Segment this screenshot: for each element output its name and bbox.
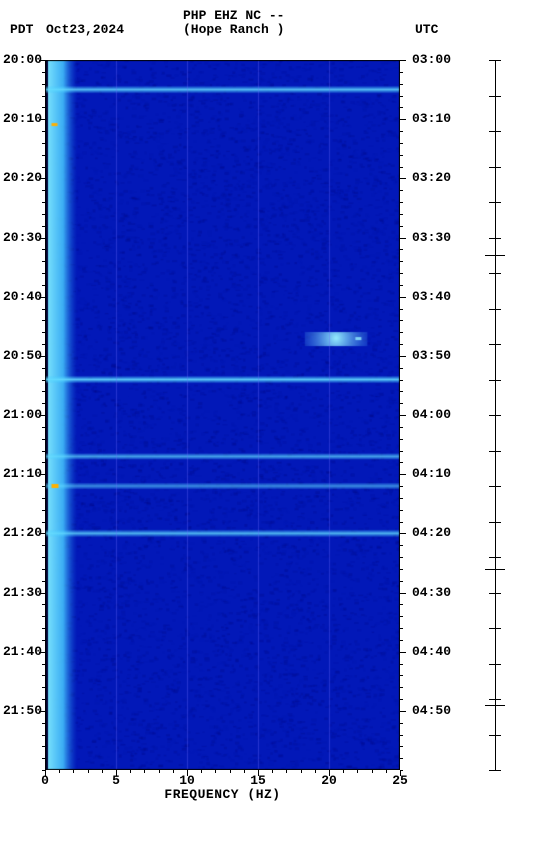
y-left-label: 21:10	[0, 467, 42, 480]
y-right-label: 03:50	[412, 349, 451, 362]
y-right-label: 03:30	[412, 231, 451, 244]
y-right-label: 04:30	[412, 586, 451, 599]
y-right-label: 03:10	[412, 112, 451, 125]
y-left-label: 21:00	[0, 408, 42, 421]
y-right-label: 04:50	[412, 704, 451, 717]
y-left-label: 21:40	[0, 645, 42, 658]
chart-area: 20:00 20:10 20:20 20:30 20:40 20:50 21:00 21:10…	[0, 55, 552, 825]
y-left-label: 20:00	[0, 53, 42, 66]
page-root: PDT Oct23,2024 PHP EHZ NC -- (Hope Ranch…	[0, 0, 552, 864]
station-title-line1: PHP EHZ NC --	[183, 8, 284, 23]
x-axis-title: FREQUENCY (HZ)	[0, 787, 445, 802]
y-left-label: 20:10	[0, 112, 42, 125]
y-right-label: 04:40	[412, 645, 451, 658]
y-left-label: 21:20	[0, 526, 42, 539]
station-title-line2: (Hope Ranch )	[183, 22, 284, 37]
spectrogram-canvas	[45, 60, 400, 770]
y-right-label: 03:20	[412, 171, 451, 184]
y-left-label: 20:30	[0, 231, 42, 244]
y-right-label: 04:00	[412, 408, 451, 421]
y-left-label: 20:40	[0, 290, 42, 303]
date-label: Oct23,2024	[46, 22, 124, 37]
y-right-label: 04:10	[412, 467, 451, 480]
y-left-label: 21:30	[0, 586, 42, 599]
y-left-label: 20:20	[0, 171, 42, 184]
aux-axis	[495, 60, 515, 770]
tz-left-label: PDT	[10, 22, 33, 37]
y-right-label: 03:40	[412, 290, 451, 303]
y-left-label: 21:50	[0, 704, 42, 717]
y-right-label: 03:00	[412, 53, 451, 66]
tz-right-label: UTC	[415, 22, 438, 37]
y-left-label: 20:50	[0, 349, 42, 362]
y-right-label: 04:20	[412, 526, 451, 539]
